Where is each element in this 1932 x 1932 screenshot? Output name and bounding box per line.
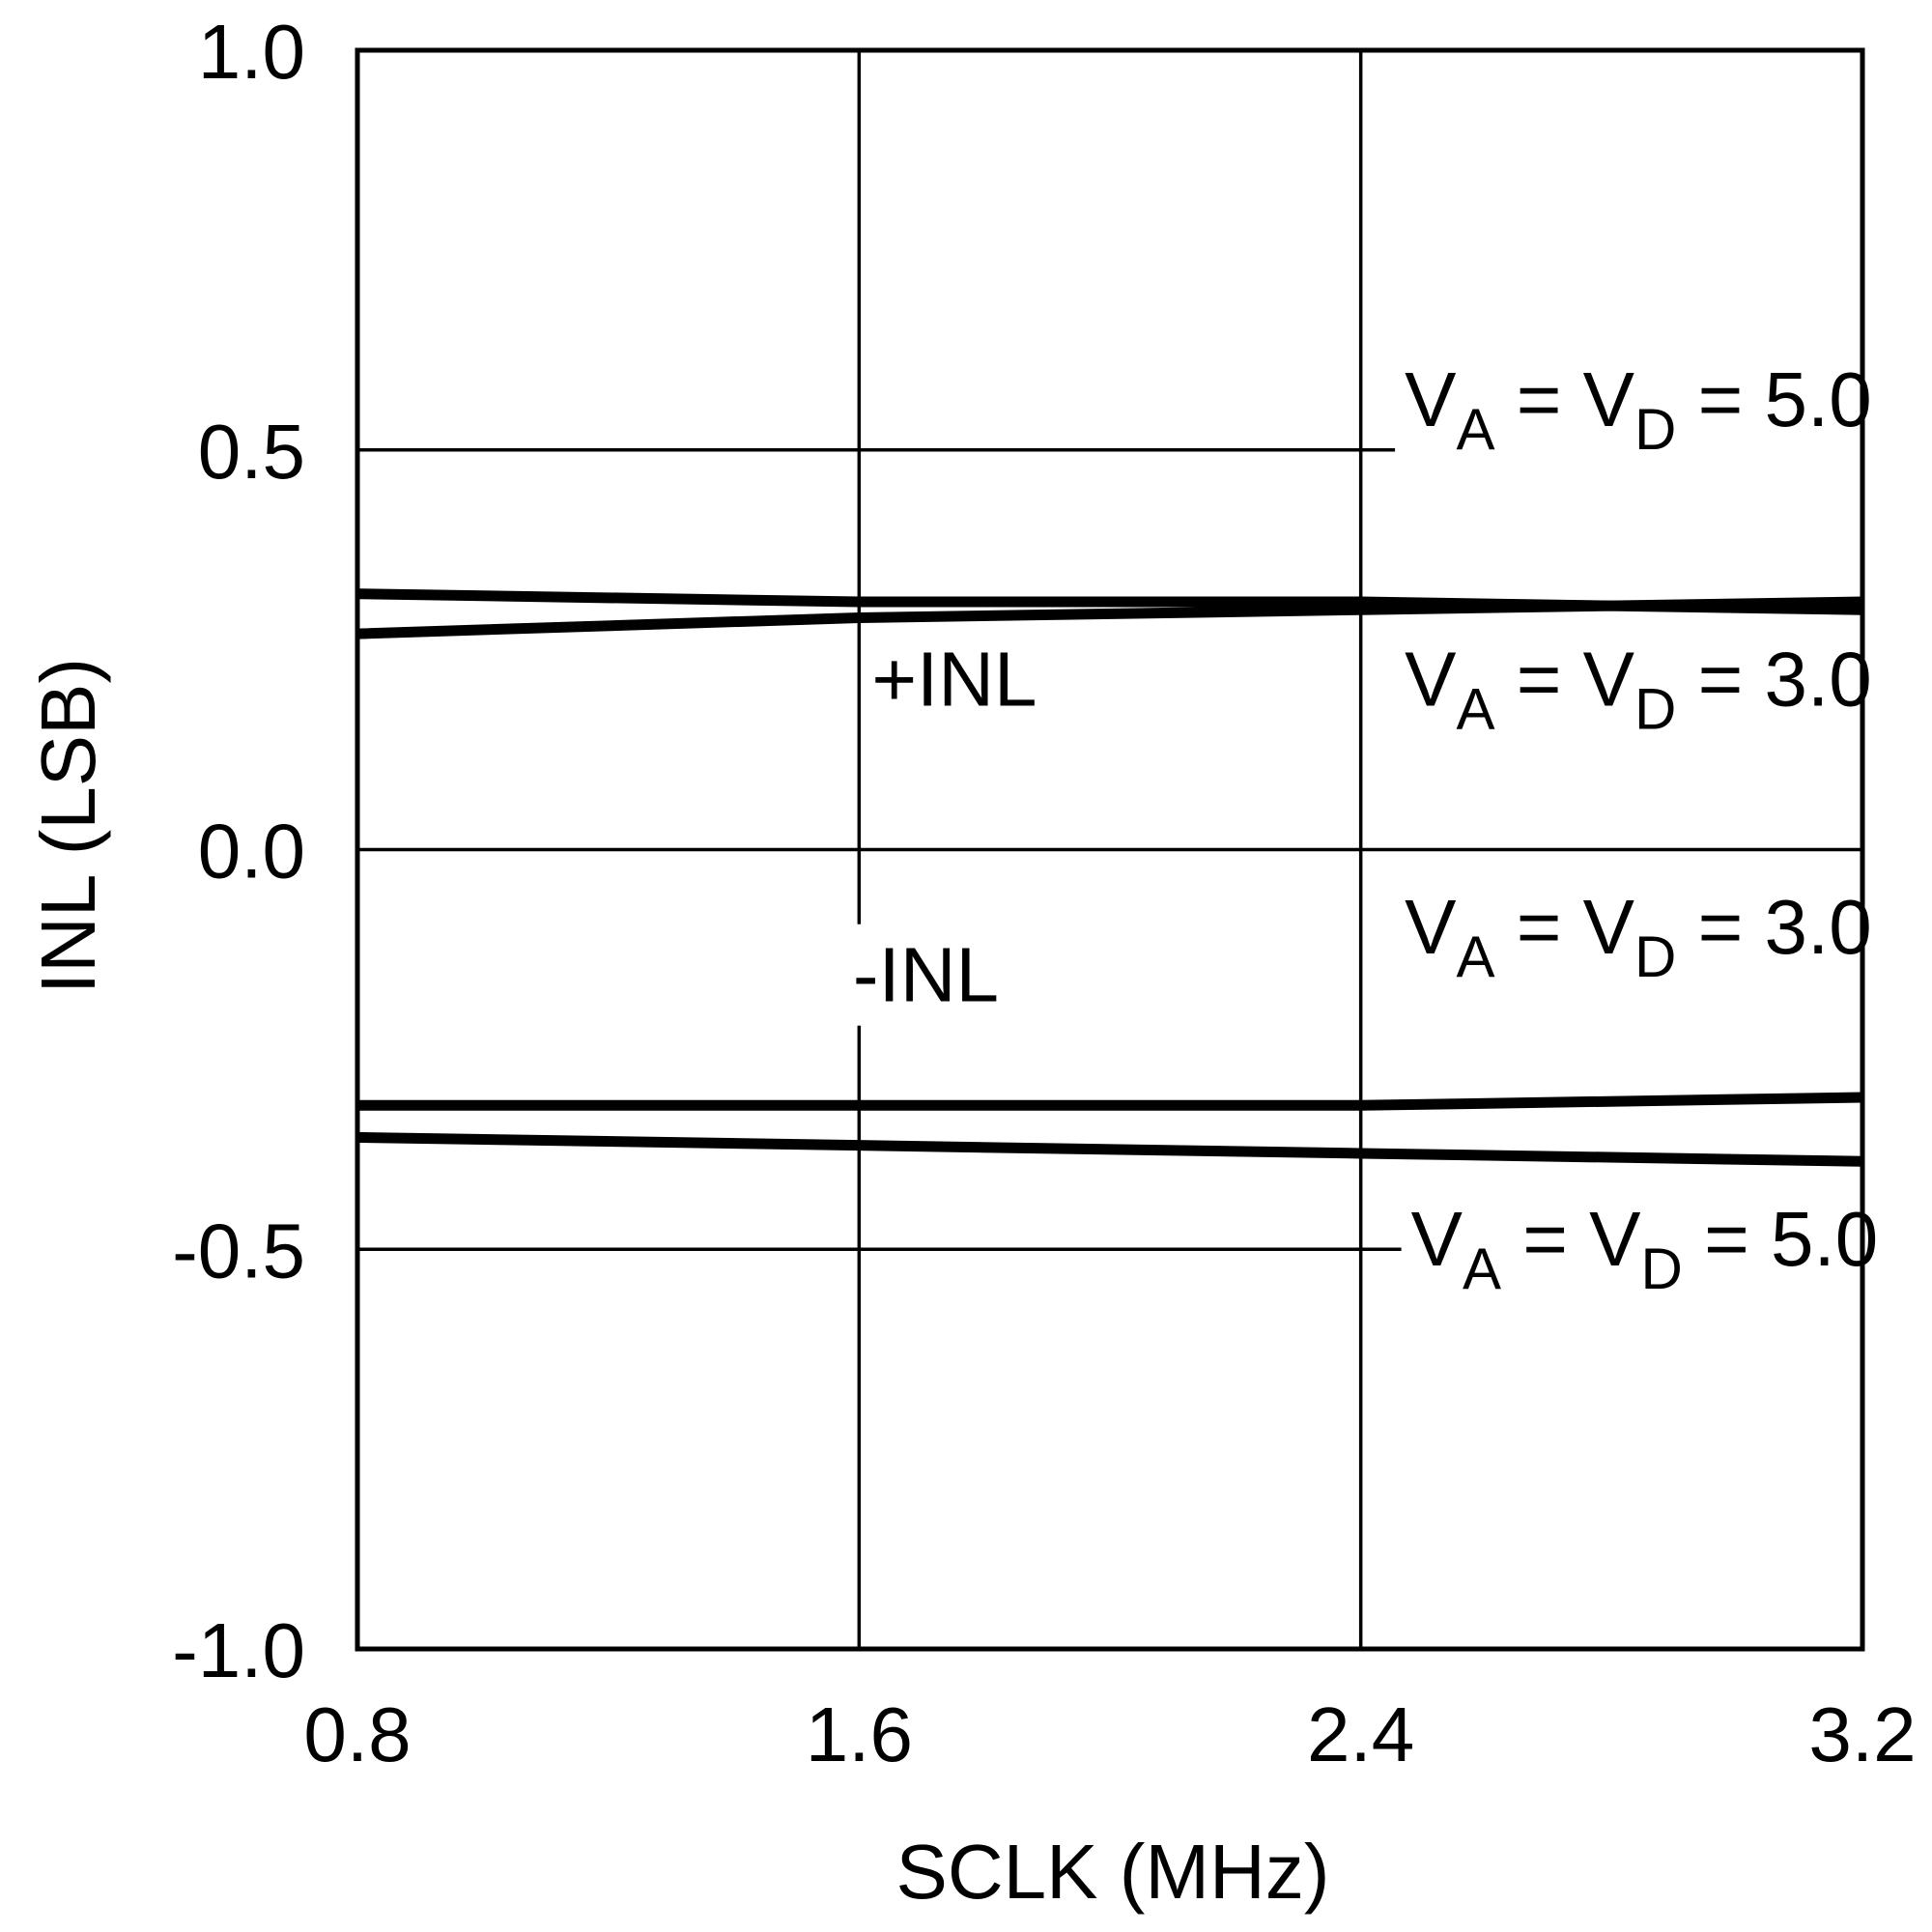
annotation-text: +INL xyxy=(871,637,1037,723)
tick-labels: 0.8 1.6 2.4 3.2 1.0 0.5 0.0 -0.5 -1.0 xyxy=(172,9,1916,1777)
plot-frame xyxy=(355,47,1865,1652)
x-axis-title: SCLK (MHz) xyxy=(896,1829,1330,1915)
annotation-text: VA = VD = 3.0 xyxy=(1405,637,1872,742)
y-tick-label: 1.0 xyxy=(198,9,305,95)
annotation-background xyxy=(842,923,1009,1026)
annotation-va-lower-mid: VA = VD = 3.0 xyxy=(1395,876,1882,998)
annotation-minus-inl: -INL xyxy=(842,923,1009,1026)
annotation-background xyxy=(1395,628,1882,750)
series-lines xyxy=(356,588,1863,1167)
x-tick-label: 1.6 xyxy=(806,1691,913,1777)
y-tick-label: -1.0 xyxy=(172,1607,305,1693)
y-tick-label: -0.5 xyxy=(172,1208,305,1293)
series-line-4 xyxy=(356,1131,1863,1167)
x-tick-label: 2.4 xyxy=(1307,1691,1414,1777)
annotation-background xyxy=(862,628,1047,730)
annotation-text: VA = VD = 3.0 xyxy=(1405,884,1872,989)
y-axis-title: INL (LSB) xyxy=(25,658,111,994)
annotations: +INL -INL VA = VD = 5.0 VA = VD = 3.0 VA = V… xyxy=(842,348,1889,1309)
annotation-background xyxy=(1395,876,1882,998)
annotation-background xyxy=(1395,348,1882,469)
annotation-va-top: VA = VD = 5.0 xyxy=(1395,348,1882,469)
series-line-3 xyxy=(357,1092,1863,1111)
y-tick-label: 0.0 xyxy=(198,809,305,895)
series-line-2 xyxy=(356,596,1863,639)
annotation-background xyxy=(1401,1187,1889,1309)
annotation-text: VA = VD = 5.0 xyxy=(1411,1196,1879,1301)
grid xyxy=(357,50,1862,1649)
annotation-plus-inl: +INL xyxy=(862,628,1047,730)
annotation-text: -INL xyxy=(853,932,999,1018)
x-tick-label: 3.2 xyxy=(1808,1691,1916,1777)
annotation-va-upper-mid: VA = VD = 3.0 xyxy=(1395,628,1882,750)
annotation-text: VA = VD = 5.0 xyxy=(1405,356,1872,462)
y-tick-label: 0.5 xyxy=(198,409,305,495)
x-tick-label: 0.8 xyxy=(303,1691,411,1777)
annotation-va-bottom: VA = VD = 5.0 xyxy=(1401,1187,1889,1309)
